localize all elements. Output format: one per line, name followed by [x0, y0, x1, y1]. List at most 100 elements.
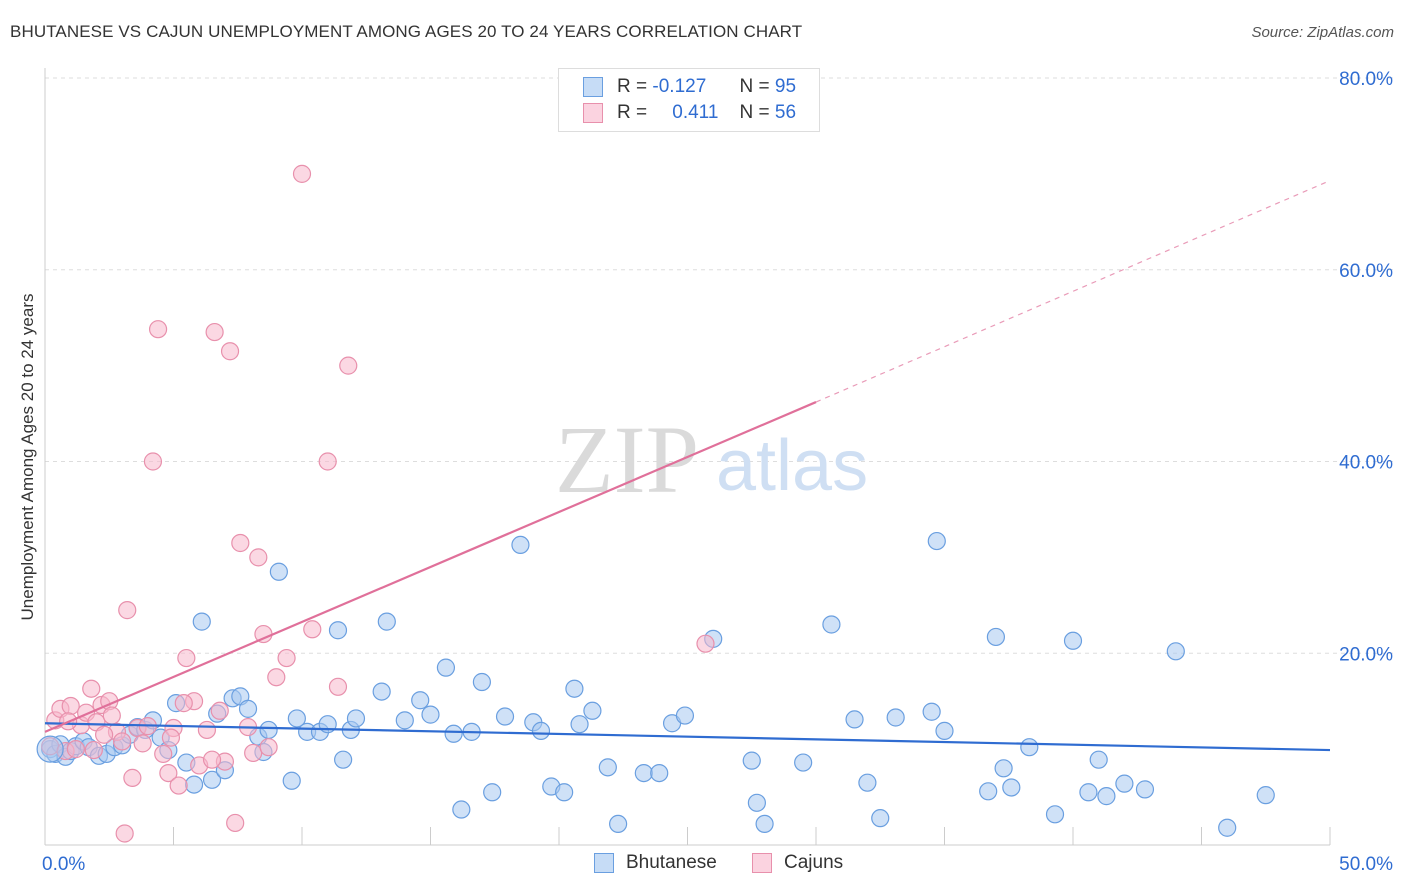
data-point-bhutanese [555, 783, 574, 802]
data-point-bhutanese [452, 800, 471, 819]
legend-item-bhutanese[interactable]: Bhutanese [594, 852, 717, 874]
data-point-cajuns [259, 738, 278, 757]
data-point-bhutanese [1166, 642, 1185, 661]
data-point-bhutanese [1002, 778, 1021, 797]
data-point-bhutanese [794, 753, 813, 772]
data-point-cajuns [82, 679, 101, 698]
y-tick-label: 40.0% [1339, 453, 1393, 474]
data-point-cajuns [339, 356, 358, 375]
data-point-bhutanese [282, 771, 301, 790]
trend-line-extension-cajuns [815, 180, 1331, 403]
data-point-bhutanese [411, 691, 430, 710]
data-point-bhutanese [634, 763, 653, 783]
data-point-cajuns [328, 677, 348, 696]
data-point-bhutanese [395, 711, 414, 730]
data-point-cajuns [169, 776, 188, 795]
data-point-bhutanese [1115, 774, 1134, 793]
y-tick-label: 80.0% [1339, 69, 1393, 90]
data-point-cajuns [696, 634, 715, 653]
data-point-cajuns [177, 648, 196, 668]
data-point-cajuns [197, 720, 217, 740]
data-point-bhutanese [184, 775, 204, 794]
data-point-bhutanese [565, 679, 584, 698]
correlation-legend: R = -0.127 N = 95 R = 0.411 N = 56 [558, 68, 820, 132]
r-label: R = [617, 102, 648, 123]
data-point-bhutanese [511, 535, 530, 555]
trend-line-bhutanese [44, 722, 1331, 752]
data-point-bhutanese [421, 705, 440, 724]
data-point-cajuns [161, 728, 181, 747]
data-point-bhutanese [922, 702, 941, 721]
data-point-cajuns [133, 734, 152, 753]
data-point-bhutanese [1256, 786, 1275, 805]
data-point-bhutanese [986, 627, 1006, 647]
data-point-cajuns [226, 813, 245, 833]
data-point-cajuns [112, 732, 132, 751]
data-point-cajuns [249, 548, 268, 567]
data-point-bhutanese [1135, 780, 1155, 799]
n-value-cajuns: 56 [774, 102, 797, 123]
y-tick-label: 20.0% [1339, 644, 1393, 665]
data-point-bhutanese [675, 706, 695, 725]
data-point-cajuns [84, 740, 103, 760]
data-point-bhutanese [583, 701, 602, 720]
data-point-bhutanese [1063, 631, 1083, 650]
watermark-zip: ZIP [555, 406, 699, 513]
data-point-bhutanese [1045, 805, 1065, 824]
data-point-bhutanese [570, 715, 589, 734]
data-point-bhutanese [483, 783, 502, 802]
data-point-bhutanese [372, 682, 391, 701]
data-point-bhutanese [1089, 750, 1108, 769]
data-point-bhutanese [886, 708, 905, 727]
data-point-bhutanese [531, 721, 551, 741]
data-point-bhutanese [858, 773, 877, 792]
data-point-bhutanese [472, 672, 491, 692]
data-point-bhutanese [377, 612, 396, 631]
data-point-cajuns [220, 342, 240, 361]
data-point-cajuns [174, 694, 193, 713]
data-point-cajuns [123, 768, 142, 787]
legend-item-cajuns[interactable]: Cajuns [752, 852, 843, 874]
data-point-cajuns [318, 452, 337, 471]
data-point-bhutanese [935, 721, 954, 741]
r-value-bhutanese: -0.127 [652, 76, 707, 97]
data-point-bhutanese [495, 707, 515, 726]
data-point-bhutanese [36, 735, 64, 763]
data-point-bhutanese [927, 531, 946, 551]
x-tick-label: 0.0% [42, 854, 85, 875]
n-label: N = [739, 76, 770, 97]
data-point-cajuns [61, 696, 80, 716]
legend-row-cajuns: R = 0.411 N = 56 [583, 101, 796, 125]
data-point-bhutanese [1097, 787, 1116, 806]
data-point-bhutanese [871, 809, 890, 828]
legend-label-cajuns: Cajuns [784, 852, 844, 873]
data-point-cajuns [148, 320, 168, 339]
source-label: Source: ZipAtlas.com [1251, 24, 1394, 41]
trend-line-cajuns [44, 401, 817, 733]
cajuns-swatch [752, 853, 772, 873]
bhutanese-swatch [594, 853, 614, 873]
data-point-bhutanese [287, 709, 306, 728]
data-point-cajuns [202, 750, 222, 769]
x-tick-label: 50.0% [1339, 854, 1393, 875]
data-point-cajuns [210, 701, 229, 720]
data-point-bhutanese [346, 709, 366, 728]
data-point-bhutanese [259, 720, 278, 740]
data-point-cajuns [267, 668, 286, 687]
y-tick-label: 60.0% [1339, 261, 1393, 282]
data-point-bhutanese [238, 699, 258, 718]
data-point-bhutanese [1079, 783, 1098, 802]
data-point-bhutanese [334, 750, 353, 769]
r-label: R = [617, 76, 648, 97]
data-point-bhutanese [444, 724, 463, 743]
data-point-cajuns [303, 620, 322, 639]
data-point-bhutanese [436, 658, 456, 677]
data-point-cajuns [115, 824, 134, 843]
data-point-bhutanese [755, 814, 774, 834]
chart-title: BHUTANESE VS CAJUN UNEMPLOYMENT AMONG AG… [10, 22, 803, 41]
data-point-bhutanese [822, 615, 841, 634]
n-value-bhutanese: 95 [774, 76, 797, 97]
legend-row-bhutanese: R = -0.127 N = 95 [583, 75, 796, 99]
data-point-bhutanese [192, 612, 211, 631]
